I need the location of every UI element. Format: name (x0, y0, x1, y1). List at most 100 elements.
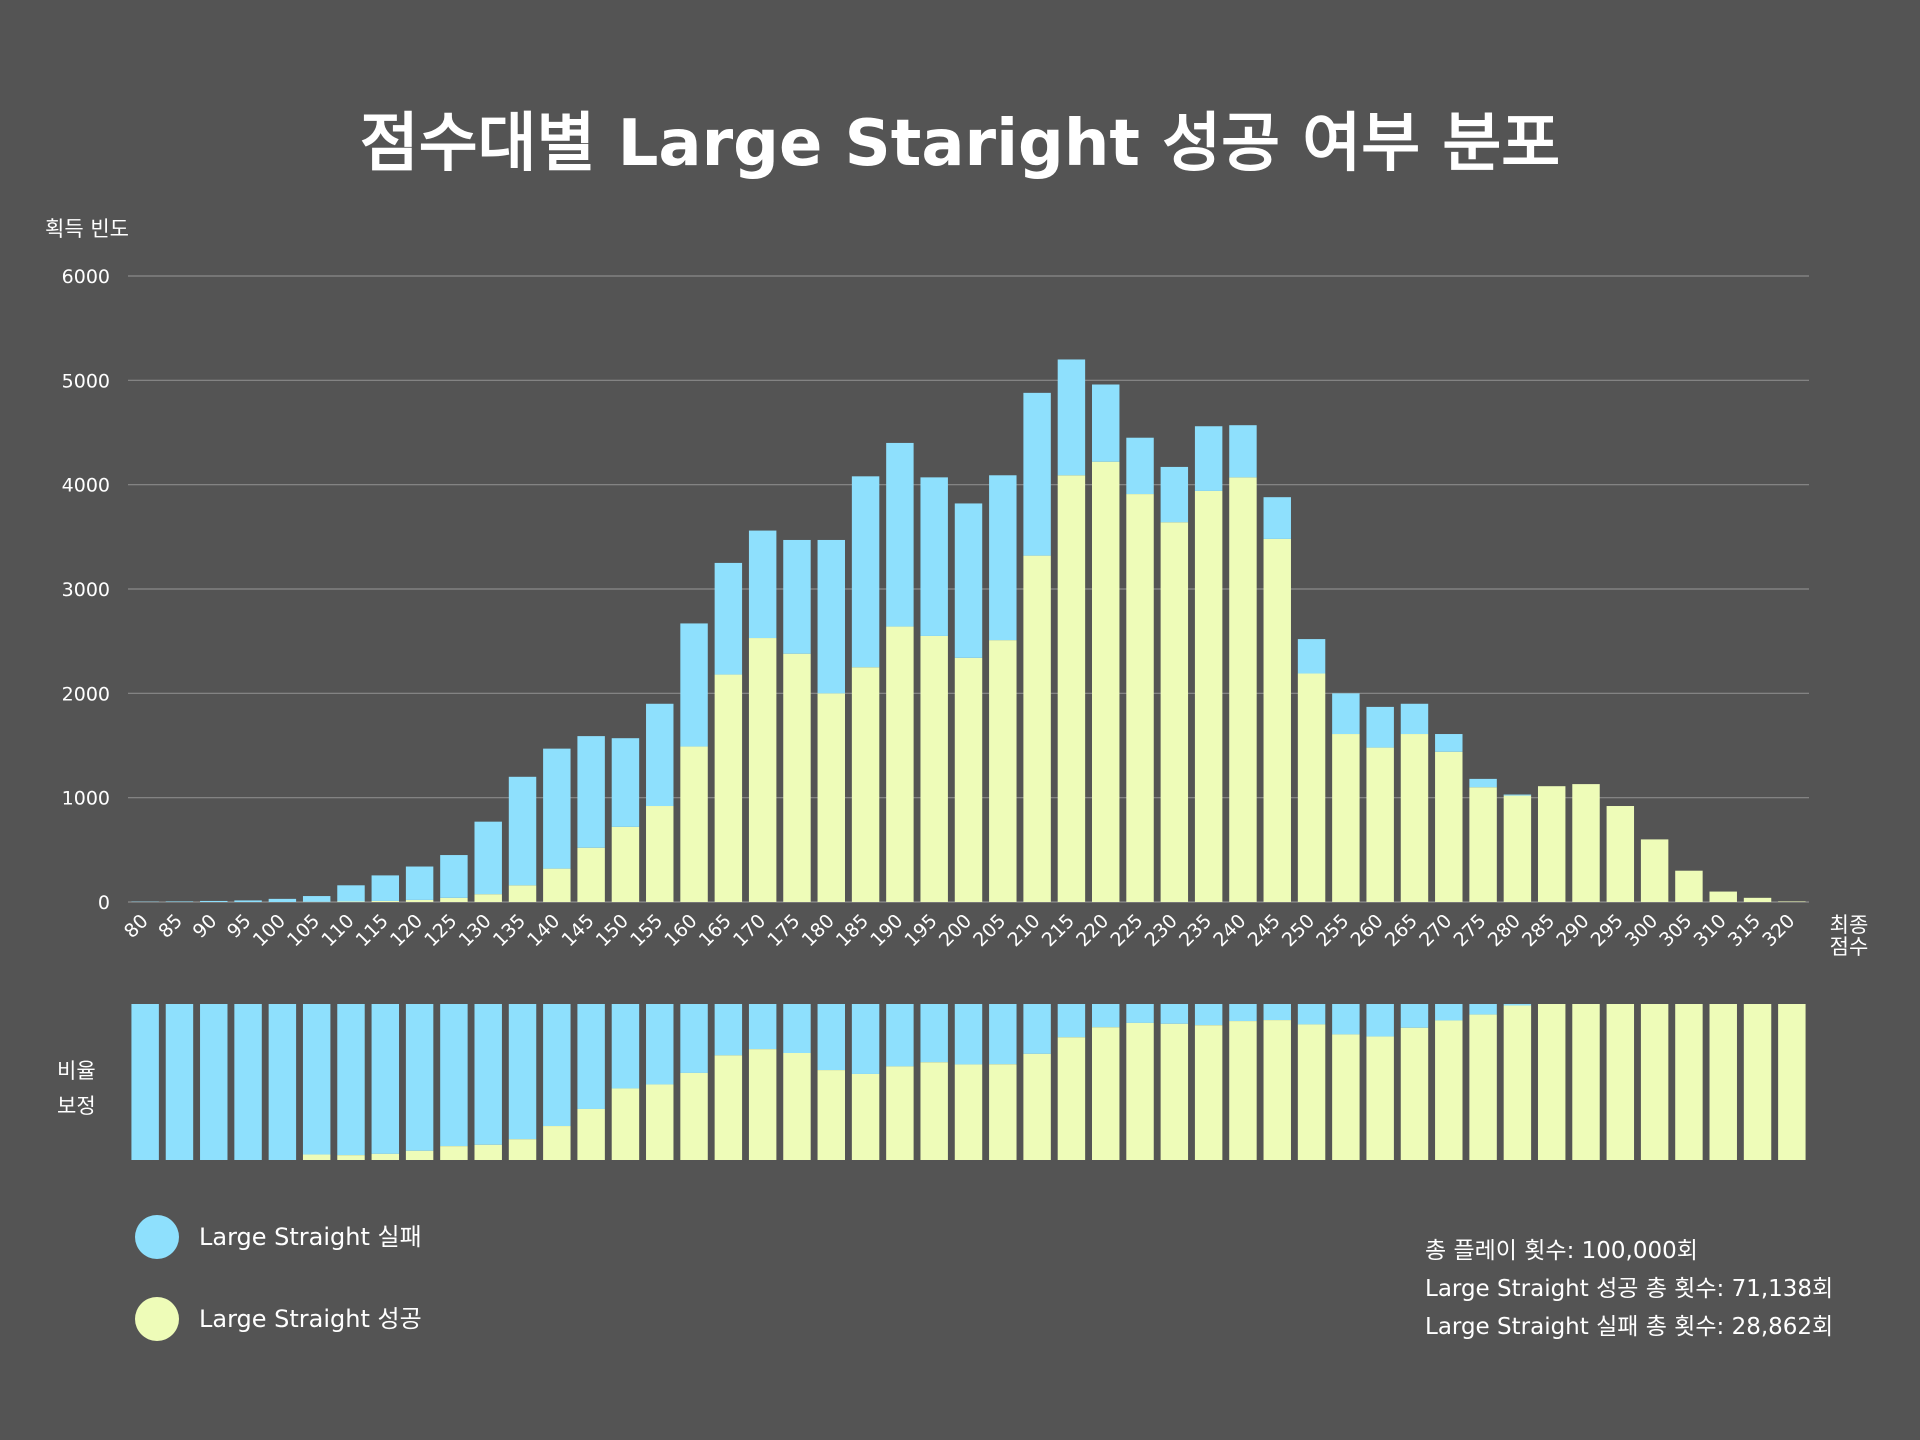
x-tick-label: 245 (1244, 910, 1285, 951)
x-tick-label: 170 (729, 910, 770, 951)
ratio-bar-failure (131, 1004, 159, 1160)
bar-success (1366, 747, 1394, 902)
bar-failure (371, 875, 400, 901)
x-tick-label: 165 (695, 910, 736, 951)
bar-success (1297, 673, 1326, 902)
bar-failure (165, 901, 194, 902)
ratio-bar-success (989, 1064, 1017, 1160)
ratio-bar-failure (268, 1004, 297, 1160)
x-tick-label: 175 (763, 910, 804, 951)
legend: Large Straight 실패 Large Straight 성공 (135, 1215, 422, 1341)
ratio-bar-success (886, 1066, 914, 1160)
ratio-bar-failure (1263, 1004, 1291, 1021)
ratio-bar-success (851, 1073, 880, 1160)
bar-success (1709, 891, 1737, 902)
bar-failure (508, 776, 537, 886)
bar-failure (302, 896, 331, 902)
ratio-bar-success (405, 1150, 434, 1160)
x-axis-label: 최종 점수 (1830, 913, 1869, 959)
ratio-bar-success (1675, 1004, 1703, 1160)
bar-failure (1469, 778, 1497, 788)
ratio-bar-failure (1229, 1004, 1257, 1022)
x-tick-label: 300 (1621, 910, 1662, 951)
bar-success (886, 626, 914, 902)
ratio-bar-failure (337, 1004, 365, 1156)
ratio-bar-success (954, 1064, 983, 1160)
ratio-bar-success (1572, 1004, 1600, 1160)
ratio-bar-success (1469, 1014, 1497, 1160)
x-tick-label: 160 (660, 910, 701, 951)
ratio-bar-success (1709, 1004, 1737, 1160)
x-tick-label: 225 (1106, 910, 1147, 951)
x-tick-label: 310 (1690, 910, 1731, 951)
y-ticks: 0 1000 2000 3000 4000 5000 6000 (62, 266, 110, 914)
x-tick-label: 145 (557, 910, 598, 951)
y-tick-label: 1000 (62, 788, 110, 810)
bar-success (1400, 734, 1429, 902)
ratio-bar-success (680, 1072, 708, 1160)
bar-failure (1057, 359, 1086, 476)
ratio-bar-success (1400, 1027, 1429, 1160)
x-tick-label: 275 (1449, 910, 1490, 951)
bar-failure (337, 885, 365, 902)
ratio-bar-success (783, 1053, 811, 1160)
ratio-bar-failure (1469, 1004, 1497, 1015)
x-tick-label: 280 (1484, 910, 1525, 951)
ratio-bar-failure (783, 1004, 811, 1054)
ratio-bar-success (474, 1144, 502, 1160)
ratio-bar-failure (714, 1004, 743, 1056)
bar-success (714, 674, 743, 902)
ratio-bar-failure (1092, 1004, 1120, 1028)
bar-success (680, 746, 708, 902)
bar-failure (1194, 426, 1223, 491)
ratio-bars (131, 1004, 1806, 1160)
ratio-bar-success (1537, 1004, 1566, 1160)
bar-failure (405, 866, 434, 900)
bar-success (543, 868, 571, 902)
ratio-bar-success (920, 1062, 948, 1160)
x-tick-label: 320 (1758, 910, 1799, 951)
ratio-bar-success (1640, 1004, 1669, 1160)
y-tick-label: 2000 (62, 683, 110, 705)
ratio-bar-success (646, 1084, 674, 1160)
x-tick-label: 270 (1415, 910, 1456, 951)
bar-failure (886, 442, 914, 627)
bar-success (1675, 870, 1703, 902)
ratio-bar-success (1160, 1023, 1189, 1160)
bar-failure (543, 748, 571, 869)
ratio-bar-success (1263, 1020, 1291, 1160)
summary-line: 총 플레이 횟수: 100,000회 (1425, 1238, 1698, 1264)
bar-success (989, 640, 1017, 902)
ratio-bar-success (817, 1070, 845, 1160)
x-tick-label: 290 (1552, 910, 1593, 951)
ratio-bar-success (714, 1055, 743, 1160)
y-tick-label: 0 (98, 892, 110, 914)
ratio-bar-failure (165, 1004, 194, 1160)
ratio-bar-failure (989, 1004, 1017, 1065)
x-tick-label: 285 (1518, 910, 1559, 951)
x-tick-label: 135 (489, 910, 530, 951)
x-tick-label: 125 (420, 910, 461, 951)
legend-swatch (135, 1215, 179, 1259)
bar-failure (577, 736, 605, 848)
ratio-bar-failure (508, 1004, 537, 1140)
y-tick-label: 5000 (62, 370, 110, 392)
bar-failure (268, 898, 297, 902)
x-tick-label: 180 (798, 910, 839, 951)
bar-success (1057, 475, 1086, 902)
bar-failure (1160, 466, 1189, 523)
x-ticks: 80 85 90 9510010511011512012513013514014515… (120, 910, 1799, 951)
main-bars (131, 359, 1806, 902)
ratio-bar-success (748, 1049, 777, 1160)
summary-line: Large Straight 실패 총 횟수: 28,862회 (1425, 1314, 1833, 1340)
bar-success (1572, 784, 1600, 902)
bar-failure (680, 623, 708, 747)
ratio-bar-failure (920, 1004, 948, 1063)
bar-failure (1435, 734, 1463, 752)
bar-success (920, 635, 948, 902)
ratio-bar-success (1606, 1004, 1635, 1160)
bar-failure (1366, 706, 1394, 748)
legend-label: Large Straight 성공 (199, 1305, 422, 1333)
ratio-bar-failure (1126, 1004, 1154, 1023)
ratio-bar-failure (1023, 1004, 1051, 1054)
